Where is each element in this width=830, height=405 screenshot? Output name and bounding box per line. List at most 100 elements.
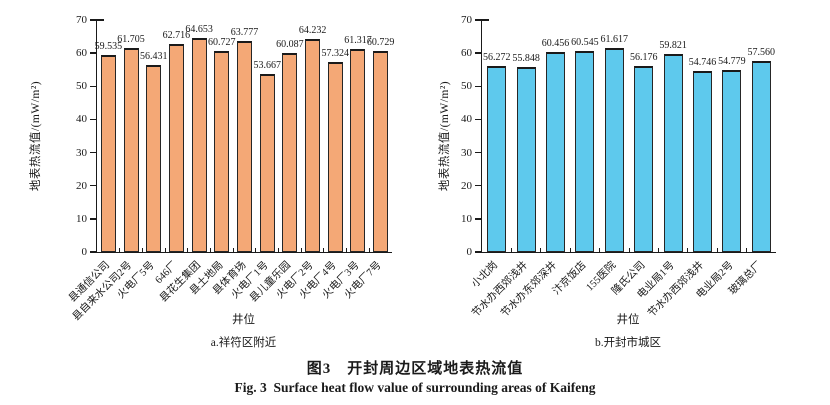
x-boundary-tick (141, 248, 143, 252)
bar-value-label: 57.324 (321, 48, 350, 60)
bar (100, 54, 116, 252)
bar-value-label: 59.821 (659, 39, 687, 51)
y-tick-label: 40 (76, 113, 87, 126)
y-tick (475, 19, 482, 21)
plot-area-b: 0 10 20 30 40 50 60 70 56.272 小北岗 55.848 节水办西郊浅井 60.… (461, 14, 776, 320)
y-tick-label: 0 (466, 246, 473, 258)
y-tick (90, 118, 97, 121)
y-tick (90, 19, 97, 21)
y-tick-label: 0 (81, 246, 88, 258)
bar (575, 51, 595, 252)
y-tick (475, 251, 482, 253)
y-tick-label: 20 (461, 179, 472, 192)
x-boundary-tick (164, 248, 166, 252)
y-tick-label: 20 (76, 179, 87, 192)
bar-value-label: 55.848 (512, 52, 540, 64)
chart-subtitle-a: a.祥符区附近 (210, 337, 277, 349)
y-axis-top-cap-b (480, 19, 489, 21)
x-boundary-tick (300, 248, 302, 252)
y-tick (475, 52, 482, 54)
bar (663, 53, 683, 252)
y-tick-label: 30 (76, 146, 87, 159)
x-boundary-tick (599, 248, 601, 252)
y-tick-label: 50 (76, 80, 87, 93)
bar (751, 61, 771, 252)
bar-value-label: 62.716 (162, 30, 191, 42)
bar-value-label: 64.653 (185, 23, 213, 35)
bar (191, 37, 207, 252)
y-tick-label: 60 (76, 47, 87, 60)
bar (604, 47, 624, 252)
bar-value-label: 61.705 (117, 33, 145, 45)
bar (259, 74, 275, 252)
bar-value-label: 59.535 (94, 40, 123, 52)
bar (693, 70, 712, 252)
y-tick-label: 10 (461, 212, 472, 225)
x-boundary-tick (746, 248, 748, 252)
bar-value-label: 63.777 (230, 26, 259, 38)
x-boundary-tick (368, 248, 370, 252)
bar-value-label: 61.317 (344, 34, 372, 46)
y-tick-label: 50 (461, 80, 472, 93)
x-boundary-tick (232, 248, 234, 252)
bar (516, 66, 536, 252)
x-boundary-tick (255, 248, 257, 252)
bar-value-label: 60.545 (571, 37, 599, 49)
x-boundary-tick (510, 248, 512, 252)
bar (146, 64, 162, 252)
y-tick (90, 218, 97, 220)
bar (373, 50, 389, 252)
x-boundary-tick (716, 248, 718, 252)
figure-caption-en: Fig. 3 Surface heat flow value of surrou… (234, 380, 596, 395)
y-tick-label: 70 (461, 14, 472, 26)
bar (214, 50, 230, 252)
x-boundary-tick (657, 248, 659, 252)
bar-value-label: 56.176 (629, 51, 658, 63)
bar (123, 47, 139, 252)
chart-subtitle-b: b.开封市城区 (594, 337, 662, 349)
bar-value-label: 64.232 (298, 25, 327, 37)
figure-caption-zh: 图3 开封周边区域地表热流值 (306, 361, 524, 377)
y-tick (90, 85, 97, 87)
x-boundary-tick (346, 248, 348, 252)
y-tick (475, 185, 482, 187)
x-boundary-tick (540, 248, 542, 252)
y-tick (90, 185, 97, 187)
y-tick (475, 218, 482, 220)
y-axis-title-a: 地表热流值/(mW/m²) (30, 80, 42, 192)
x-boundary-tick (119, 248, 121, 252)
y-tick (90, 52, 97, 54)
y-tick-label: 60 (461, 47, 472, 60)
y-tick (475, 118, 482, 121)
bar (722, 70, 742, 252)
y-tick (475, 85, 482, 87)
bar (282, 52, 298, 252)
y-tick (475, 151, 482, 154)
bar-value-label: 57.560 (747, 47, 776, 59)
y-tick-label: 70 (76, 14, 87, 26)
y-tick (90, 251, 97, 253)
x-boundary-tick (278, 248, 280, 252)
bar (634, 65, 654, 252)
x-boundary-tick (687, 248, 689, 252)
y-tick (90, 151, 97, 154)
bar (305, 39, 321, 252)
bar (237, 40, 252, 252)
x-boundary-tick (187, 248, 189, 252)
bar-value-label: 61.617 (600, 33, 629, 45)
y-axis-top-cap-a (95, 19, 104, 21)
x-boundary-tick (323, 248, 325, 252)
bar-value-label: 54.779 (718, 56, 746, 68)
x-boundary-tick (569, 248, 571, 252)
y-tick-label: 30 (461, 146, 472, 159)
bar-value-label: 56.431 (139, 50, 168, 62)
bar (327, 62, 343, 252)
x-axis-title-b: 井位 (616, 314, 640, 326)
bar (168, 44, 184, 252)
bar (350, 48, 366, 252)
bar-value-label: 53.667 (253, 60, 281, 72)
bar (487, 65, 507, 252)
plot-area-a: 0 10 20 30 40 50 60 70 59.535 县通信公司 61.705 县自来水公司2号… (67, 14, 394, 323)
x-axis-title-a: 井位 (232, 314, 255, 326)
